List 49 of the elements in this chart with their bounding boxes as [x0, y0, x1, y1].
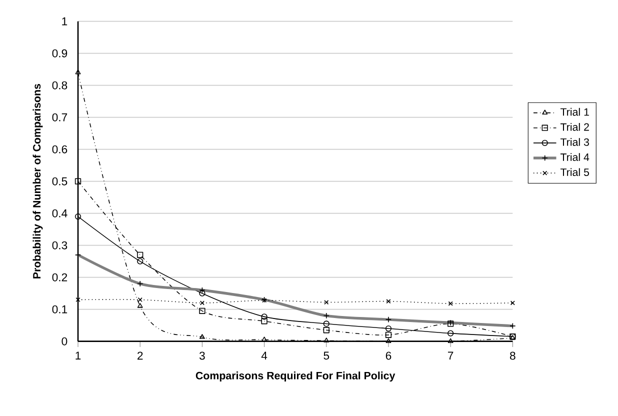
legend-label: Trial 5 [560, 168, 590, 176]
point [76, 297, 80, 302]
x-tick-label: 1 [76, 352, 81, 360]
y-tick-label: 0.5 [52, 177, 68, 186]
point [386, 299, 391, 304]
x-tick-label: 5 [324, 352, 330, 360]
y-tick-label: 0.4 [52, 209, 68, 218]
point [262, 336, 267, 342]
point [448, 338, 454, 344]
x-tick-label: 6 [386, 352, 392, 360]
point [261, 318, 268, 324]
y-axis-title: Probability of Number of Comparisons [32, 84, 43, 278]
y-tick-label: 0.9 [52, 49, 68, 58]
y-tick-label: 0.6 [52, 145, 68, 154]
point [323, 327, 330, 334]
point [199, 308, 206, 314]
point [385, 332, 392, 338]
point [510, 300, 515, 306]
legend-label: Trial 2 [560, 122, 589, 131]
legend-label: Trial 1 [560, 108, 589, 116]
x-tick-label: 4 [261, 352, 268, 360]
y-tick-label: 1 [62, 17, 68, 26]
x-axis-title: Comparisons Required For Final Policy [196, 372, 396, 382]
point [448, 330, 454, 336]
point [385, 325, 392, 332]
point [200, 300, 204, 306]
point [323, 320, 330, 327]
point [137, 258, 144, 264]
y-tick-label: 0.2 [52, 273, 68, 282]
x-tick-label: 8 [510, 352, 516, 360]
y-tick-label: 0.8 [52, 81, 68, 90]
point [74, 178, 82, 184]
point [199, 290, 206, 296]
point [261, 314, 268, 320]
x-tick-label: 2 [138, 352, 143, 360]
legend-label: Trial 3 [560, 138, 589, 146]
y-tick-label: 0.7 [52, 113, 68, 122]
legend-label: Trial 4 [560, 153, 590, 161]
y-tick-label: 0.3 [52, 241, 68, 250]
point [199, 334, 205, 339]
point [386, 338, 392, 344]
y-tick-label: 0.1 [52, 305, 68, 314]
point [448, 301, 453, 306]
y-tick-label: 0 [62, 337, 68, 346]
x-tick-label: 7 [448, 352, 454, 360]
point [137, 252, 144, 258]
x-tick-label: 3 [199, 352, 205, 360]
point [324, 300, 329, 305]
point [324, 338, 330, 342]
